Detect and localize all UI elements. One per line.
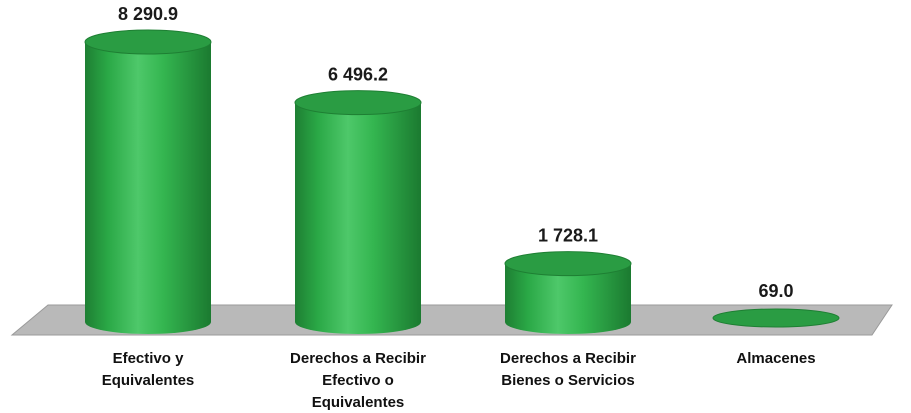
value-labels-group: 8 290.9 6 496.2 1 728.1 69.0 bbox=[118, 4, 794, 301]
bar-top bbox=[712, 308, 840, 328]
category-label-3-line-2: Bienes o Servicios bbox=[501, 372, 634, 389]
data-label-4: 69.0 bbox=[758, 281, 793, 301]
category-label-2-line-3: Equivalentes bbox=[312, 394, 405, 411]
category-labels-group: Efectivo y Equivalentes Derechos a Recibir… bbox=[102, 350, 816, 411]
data-label-2: 6 496.2 bbox=[328, 65, 388, 85]
bars-group bbox=[84, 29, 840, 334]
bar-body bbox=[85, 42, 211, 334]
data-label-1: 8 290.9 bbox=[118, 4, 178, 24]
category-label-3-line-1: Derechos a Recibir bbox=[500, 350, 636, 367]
category-label-4-line-1: Almacenes bbox=[736, 350, 815, 367]
category-label-2-line-1: Derechos a Recibir bbox=[290, 350, 426, 367]
bar-top bbox=[84, 29, 212, 55]
category-label-1-line-1: Efectivo y bbox=[113, 350, 185, 367]
bar-1 bbox=[84, 29, 212, 334]
bar-body bbox=[505, 263, 631, 334]
data-label-3: 1 728.1 bbox=[538, 226, 598, 246]
bar-top bbox=[504, 251, 632, 277]
category-label-1-line-2: Equivalentes bbox=[102, 372, 195, 389]
category-label-2-line-2: Efectivo o bbox=[322, 372, 394, 389]
bar-body bbox=[295, 102, 421, 334]
bar-top bbox=[294, 90, 422, 116]
bar-3 bbox=[504, 251, 632, 334]
bar-4 bbox=[712, 308, 840, 328]
bar-2 bbox=[294, 90, 422, 334]
